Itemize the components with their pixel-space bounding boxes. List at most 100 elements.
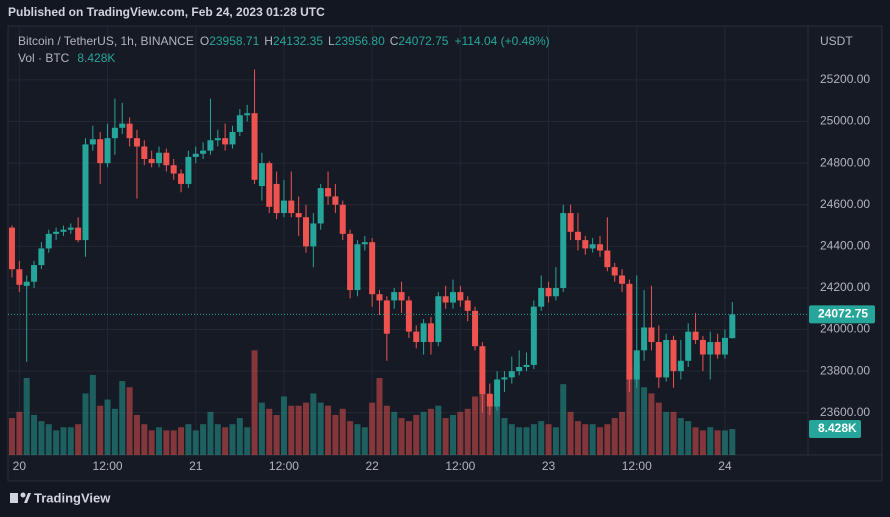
candle-body [222,138,229,145]
candle-body [560,213,567,288]
candle-body [714,342,721,355]
candle-body [501,377,508,380]
candle-body [545,287,552,297]
volume-bar [369,402,376,455]
y-tick-label: 23800.00 [820,363,870,377]
volume-bar [494,399,501,455]
volume-bar [597,427,603,455]
x-tick-label: 22 [365,459,379,473]
volume-bar [501,418,508,455]
candle-body [67,227,74,230]
candle-body [530,306,537,365]
x-tick-label: 20 [13,459,27,473]
candle-body [633,350,640,380]
volume-bar [339,408,346,455]
logo-slash [24,493,31,503]
candle-body [295,213,302,218]
volume-bar [317,402,324,455]
volume-bar [178,427,185,455]
volume-bar [111,408,118,455]
candle-body [23,281,30,286]
candle-body [347,233,354,291]
volume-bar [288,405,295,455]
y-tick-label: 24000.00 [820,322,870,336]
y-tick-label: 24200.00 [820,280,870,294]
volume-bar [450,414,456,455]
candle-body [200,150,207,154]
volume-bar [280,396,287,455]
candle-body [82,144,89,241]
candle-body [641,327,648,351]
candle-body [185,156,192,184]
volume-bar [560,384,567,455]
candle-body [288,200,295,214]
x-tick-label: 12:00 [445,459,475,473]
x-tick-label: 12:00 [269,459,299,473]
candle-body [273,183,280,214]
volume-bar [185,424,192,455]
volume-bar [295,405,302,455]
y-tick-label: 25000.00 [820,114,870,128]
candle-body [9,227,15,270]
candle-body [133,138,140,147]
candle-body [178,173,185,184]
last-volume-box [809,420,861,439]
volume-bar [38,421,45,455]
candle-body [207,140,214,151]
volume-bar [266,408,273,455]
volume-bar [89,374,96,455]
volume-bar [457,411,464,455]
candle-body [75,227,82,241]
candle-body [508,371,515,378]
volume-bar [604,424,611,455]
candle-body [325,188,332,197]
candle-body [442,296,449,303]
candle-body [663,339,670,378]
candle-body [655,342,662,378]
volume-bar [376,378,383,455]
volume-bar [633,365,640,455]
candle-body [38,248,45,266]
volume-bar [126,387,133,455]
volume-bar [97,405,104,455]
volume-bar [9,418,15,455]
volume-bar [538,421,545,455]
volume-bar [435,405,442,455]
volume-bar [685,421,692,455]
candle-body [251,113,258,180]
brand: TradingView [10,490,111,505]
candle-body [427,323,434,343]
candle-body [472,310,479,347]
volume-bar [677,418,684,455]
x-tick-label: 24 [718,459,732,473]
candle-body [597,244,603,251]
volume-bar [60,427,67,455]
volume-bar [45,424,52,455]
candle-body [464,300,471,311]
last-volume-label: 8.428K [818,421,857,435]
volume-bar [16,411,23,455]
candle-body [229,131,236,145]
candle-body [163,152,170,166]
currency: USDT [820,34,853,48]
last-price-box [809,305,875,324]
volume-bar [200,424,207,455]
candle-body [317,188,324,224]
candle-body [369,242,376,295]
published: Published on TradingView.com, Feb 24, 20… [8,5,325,19]
candle-body [45,233,52,249]
logo-mark [10,493,18,503]
volume-bar [222,427,229,455]
volume-bar [464,408,471,455]
volume-bar [413,414,420,455]
volume-bar [192,430,199,455]
volume-bar [207,411,214,455]
candle-body [354,244,361,291]
candle-body [692,331,699,340]
candle-body [589,244,596,249]
volume-bar [699,430,706,455]
volume-bar [163,430,170,455]
candle-body [405,300,412,332]
candle-body [97,139,104,164]
volume-bar [442,418,449,455]
